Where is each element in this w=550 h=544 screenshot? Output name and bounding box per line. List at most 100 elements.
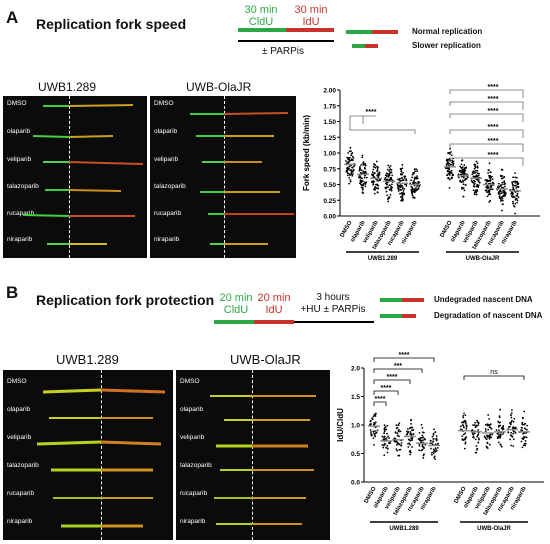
group-label: UWB-OlaJR [477, 526, 511, 532]
data-point [487, 179, 490, 182]
data-point [477, 184, 480, 187]
data-point [502, 191, 504, 194]
data-point [411, 439, 413, 442]
data-point [502, 203, 504, 206]
data-point [451, 174, 454, 177]
data-point [462, 433, 465, 436]
data-point [492, 182, 495, 184]
data-point [411, 176, 414, 179]
image-label: talazoparib [154, 183, 186, 190]
data-point [382, 444, 385, 447]
data-point [514, 202, 517, 205]
data-point [364, 164, 367, 167]
image-label: niraparib [7, 236, 33, 243]
data-point [472, 424, 474, 426]
data-point [489, 177, 492, 180]
data-point [385, 186, 388, 189]
data-point [420, 423, 423, 426]
data-point [448, 173, 450, 175]
data-point [402, 190, 405, 192]
data-point [463, 164, 466, 166]
sig-bracket [449, 113, 524, 122]
data-point [388, 170, 391, 172]
image-label: veliparib [7, 434, 32, 441]
data-point [472, 433, 475, 436]
data-point [362, 188, 364, 190]
data-point [390, 189, 393, 192]
data-point [500, 192, 503, 195]
data-point [473, 191, 476, 194]
image-label: rucaparib [154, 210, 182, 217]
data-point [400, 189, 402, 191]
data-point [510, 414, 512, 417]
data-point [389, 184, 392, 187]
y-tick-label: 2.0 [351, 366, 360, 373]
data-point [507, 426, 510, 428]
data-point [388, 437, 391, 439]
data-point [473, 167, 476, 170]
data-point [447, 151, 449, 154]
panel-a-cellline-1: UWB1.289 [38, 80, 97, 94]
sig-label: **** [366, 109, 377, 116]
data-point [515, 187, 518, 189]
data-point [475, 185, 478, 188]
data-point [386, 194, 389, 197]
sig-bracket [449, 157, 524, 166]
data-point [429, 442, 432, 445]
data-point [410, 418, 413, 421]
data-point [448, 178, 451, 181]
data-point [457, 176, 460, 179]
data-point [374, 430, 376, 432]
data-point [399, 192, 401, 195]
data-point [361, 154, 364, 157]
data-point [349, 174, 351, 177]
image-label: DMSO [7, 378, 27, 385]
data-point [463, 412, 465, 415]
data-point [447, 170, 450, 173]
y-tick-label: 0.0 [351, 480, 360, 487]
data-point [370, 180, 373, 183]
data-point [498, 195, 501, 198]
data-point [422, 439, 424, 442]
data-point [463, 447, 466, 450]
data-point [490, 427, 493, 430]
data-point [498, 429, 500, 431]
data-point [488, 426, 491, 429]
data-point [462, 183, 465, 186]
data-point [348, 158, 351, 161]
y-tick-label: 0.75 [323, 166, 336, 173]
data-point [373, 444, 375, 446]
data-point [375, 412, 377, 415]
data-point [512, 445, 515, 447]
data-point [465, 424, 468, 427]
data-point [383, 435, 386, 438]
data-point [498, 433, 500, 436]
data-point [514, 184, 517, 187]
data-point [486, 436, 489, 438]
data-point [345, 160, 347, 162]
data-point [460, 166, 463, 169]
y-tick-label: 1.50 [323, 119, 336, 126]
data-point [399, 185, 402, 188]
data-point [474, 190, 477, 193]
data-point [360, 183, 363, 186]
data-point [461, 186, 463, 189]
y-tick-label: 0.00 [323, 214, 336, 221]
data-point [349, 146, 352, 149]
data-point [418, 184, 421, 187]
data-point [382, 446, 385, 449]
image-label: DMSO [180, 378, 200, 385]
data-point [497, 437, 500, 439]
data-point [400, 442, 403, 444]
data-point [472, 175, 475, 178]
data-point [474, 171, 477, 174]
data-point [503, 185, 506, 188]
y-tick-label: 1.25 [323, 135, 336, 142]
data-point [520, 440, 523, 443]
chart-idu-cldu: 0.00.51.01.52.0IdU/CldUDMSOolaparibvelip… [336, 352, 544, 532]
data-point [462, 421, 465, 424]
data-point [434, 458, 437, 461]
y-tick-label: 1.5 [351, 394, 360, 401]
data-point [398, 430, 400, 433]
y-tick-label: 0.25 [323, 198, 336, 205]
